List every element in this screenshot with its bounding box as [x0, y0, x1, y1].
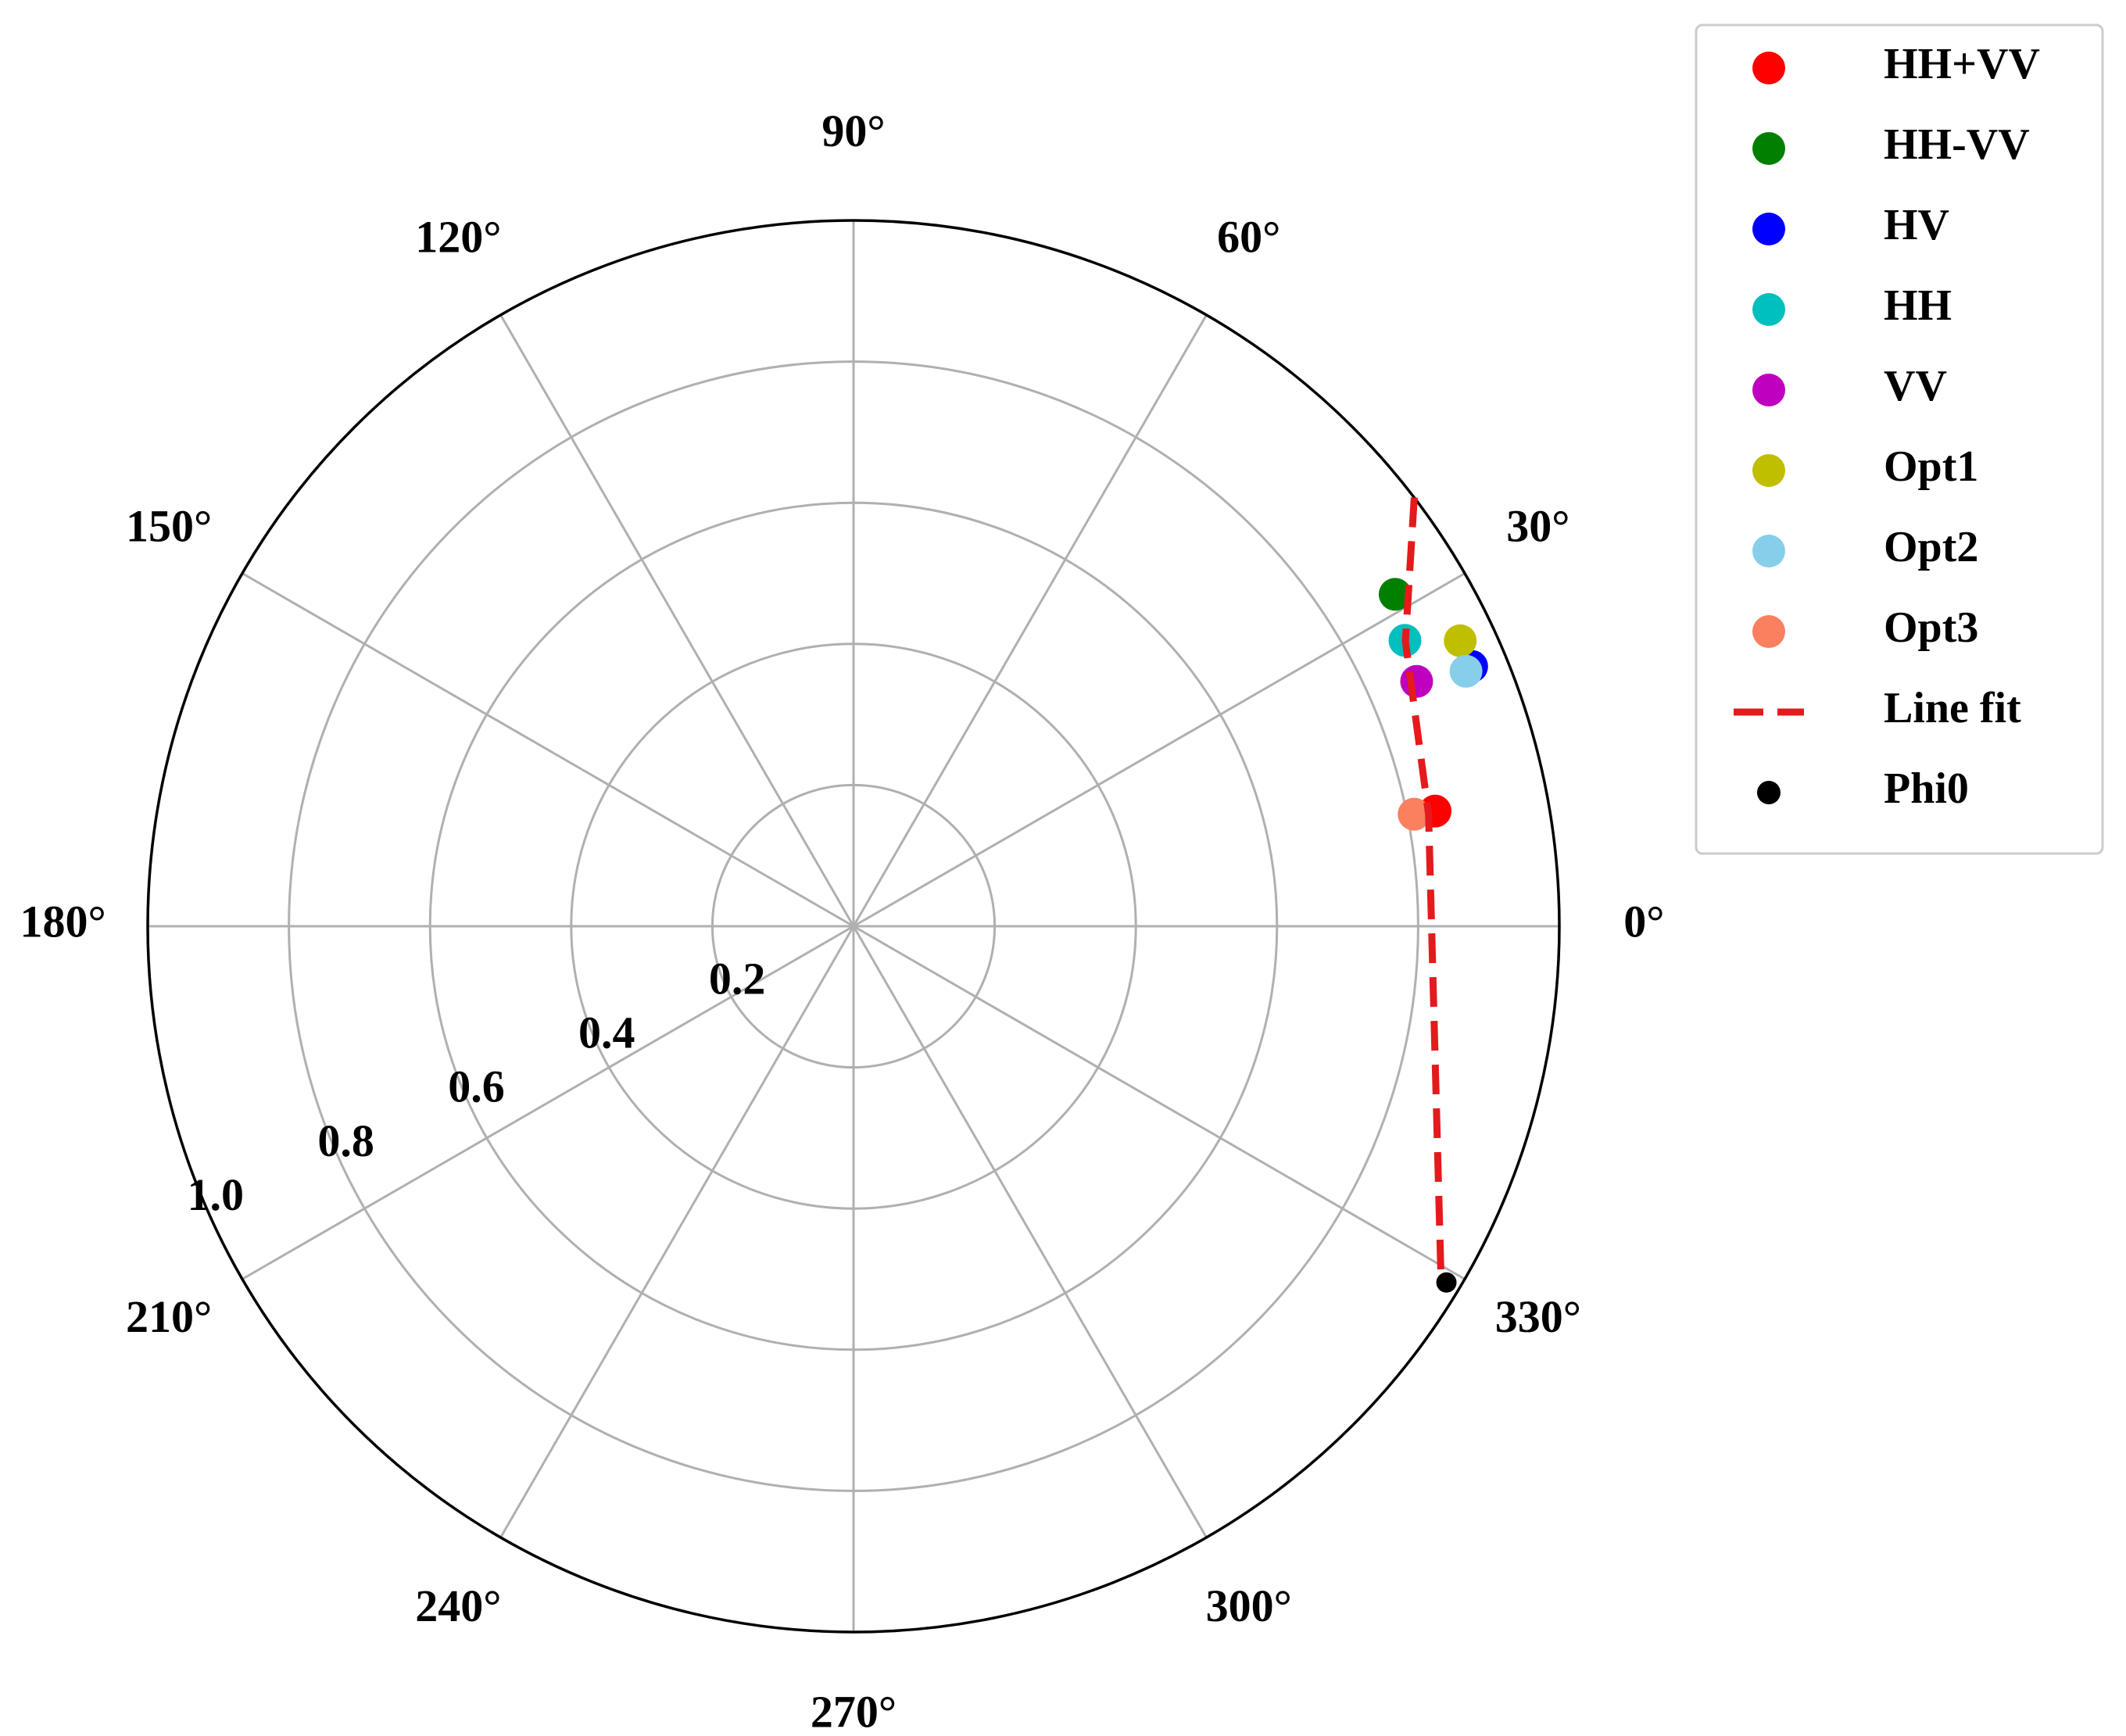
radial-tick-label: 0.8 [317, 1115, 374, 1166]
legend-swatch-marker [1752, 615, 1785, 648]
legend-label: VV [1884, 362, 1947, 410]
legend-item: Opt3 [1752, 603, 1978, 652]
legend-label: HV [1884, 201, 1949, 249]
angular-tick-label: 270° [811, 1687, 897, 1736]
legend-label: Line fit [1884, 684, 2021, 732]
data-series [1378, 497, 1488, 1293]
angular-tick-label: 60° [1217, 211, 1280, 262]
legend-swatch-marker [1752, 535, 1785, 567]
legend-item: HV [1752, 201, 1949, 249]
angular-tick-label: 240° [415, 1580, 501, 1631]
angular-gridline [499, 314, 855, 927]
legend-item: VV [1752, 362, 1947, 410]
legend-swatch-marker [1752, 293, 1785, 326]
angular-tick-label: 0° [1623, 896, 1664, 947]
data-point [1378, 578, 1412, 611]
tick-labels: 0° 30° 60° 90° 120° 150° 180° 210° 240° 270° 300° 3… [20, 106, 1665, 1736]
legend-frame [1695, 23, 2104, 855]
angular-tick-label: 150° [126, 501, 212, 552]
legend-swatch-marker [1752, 454, 1785, 487]
legend-swatch-marker [1752, 52, 1785, 84]
angular-tick-label: 120° [415, 211, 501, 262]
legend-label: Opt2 [1884, 523, 1978, 571]
angular-gridline [853, 572, 1466, 928]
radial-tick-label: 0.2 [709, 953, 766, 1004]
legend: HH+VV HH-VV HV HH VV Opt1 Opt2 Opt3 Line fit Phi0 [1695, 23, 2104, 855]
data-point [1398, 797, 1431, 831]
polar-grid [148, 220, 1559, 1632]
angular-tick-label: 180° [20, 896, 106, 947]
angular-gridline [499, 925, 855, 1538]
legend-item: Opt1 [1752, 442, 1978, 491]
angular-tick-label: 30° [1506, 501, 1569, 552]
legend-label: Opt1 [1884, 442, 1978, 491]
series-line-fit [1401, 497, 1445, 1278]
polar-outer-frame [146, 219, 1561, 1634]
radial-tick-label: 0.6 [448, 1061, 505, 1112]
radial-tick-label: 1.0 [187, 1169, 244, 1220]
legend-label: HH+VV [1884, 40, 2040, 88]
legend-label: HH [1884, 281, 1952, 330]
angular-gridline [242, 925, 854, 1280]
legend-item: Opt2 [1752, 523, 1978, 571]
angular-gridline [852, 925, 1208, 1538]
legend-item: HH-VV [1752, 120, 2030, 169]
angular-tick-label: 210° [126, 1291, 212, 1342]
legend-item: Phi0 [1757, 764, 1969, 813]
legend-swatch-marker [1752, 374, 1785, 406]
legend-swatch-marker [1752, 213, 1785, 245]
legend-item: HH+VV [1752, 40, 2040, 88]
legend-item: Line fit [1734, 684, 2021, 732]
angular-tick-label: 90° [821, 106, 885, 156]
data-point [1400, 664, 1433, 698]
legend-label: Opt3 [1884, 603, 1978, 652]
series-hh-vv [1378, 578, 1412, 611]
angular-tick-label: 300° [1206, 1580, 1292, 1631]
series-vv [1400, 664, 1433, 698]
data-point [1436, 1272, 1457, 1293]
angular-tick-label: 330° [1495, 1291, 1581, 1342]
legend-item: HH [1752, 281, 1952, 330]
series-opt1 [1444, 624, 1477, 657]
series-opt3 [1398, 797, 1431, 831]
series-opt2 [1449, 654, 1483, 688]
legend-label: Phi0 [1884, 764, 1969, 813]
series-phi0 [1436, 1272, 1457, 1293]
legend-swatch-marker [1752, 132, 1785, 165]
angular-gridline [853, 925, 1466, 1280]
angular-gridline [242, 572, 854, 928]
legend-label: HH-VV [1884, 120, 2030, 169]
legend-swatch-marker [1757, 781, 1781, 804]
polar-frame [146, 219, 1561, 1634]
angular-gridline [852, 314, 1208, 927]
data-point [1444, 624, 1477, 657]
line-fit-path [1401, 497, 1445, 1278]
radial-tick-label: 0.4 [578, 1008, 635, 1058]
data-point [1449, 654, 1483, 688]
